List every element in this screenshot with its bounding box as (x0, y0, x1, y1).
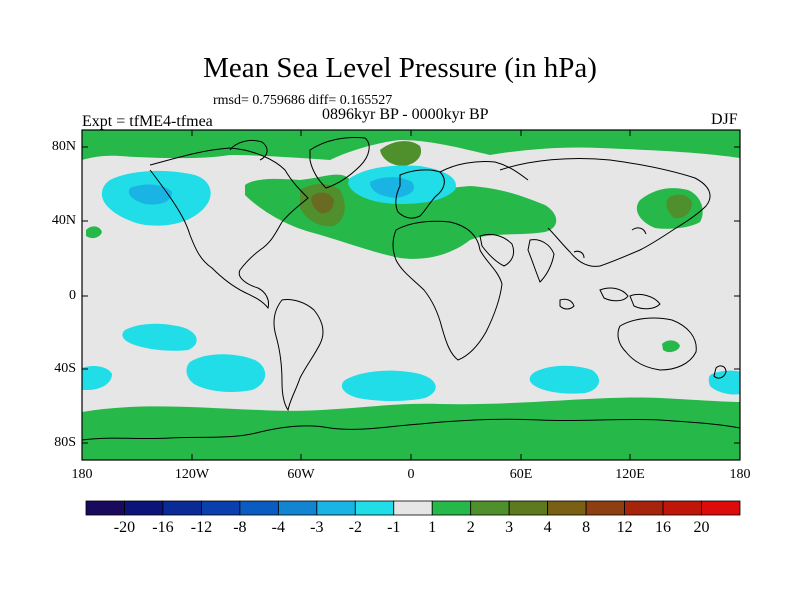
colorbar-tick-label: 8 (582, 519, 591, 536)
positive-core-greenland (380, 141, 422, 166)
colorbar-tick-label: -2 (348, 519, 362, 536)
period-text: 0896kyr BP - 0000kyr BP (322, 106, 489, 123)
positive-core-inner-3-4 (311, 192, 334, 214)
lat-label-80n: 80N (51, 139, 76, 154)
negative-core-north-pacific (128, 184, 172, 205)
colorbar-tick-label: -12 (190, 519, 213, 536)
coastlines (82, 137, 740, 441)
lat-label-80s: 80S (54, 435, 76, 450)
negative-core-iceland (370, 177, 415, 198)
negative-region-west-edge (82, 366, 112, 390)
map-title: Mean Sea Level Pressure (in hPa) (203, 52, 597, 84)
positive-region-southern-ocean (82, 397, 740, 460)
lon-label-120w: 120W (174, 467, 210, 482)
negative-region-south-atlantic (341, 370, 436, 401)
axis-ticks (81, 130, 741, 460)
negative-region-indian-ocean (529, 365, 600, 394)
lon-label-120e: 120E (615, 467, 645, 482)
lat-label-40n: 40N (51, 213, 76, 228)
colorbar-tick-label: -3 (310, 519, 324, 536)
colorbar-tick-label: 4 (543, 519, 552, 536)
colorbar-tick-label: -20 (113, 519, 136, 536)
colorbar-tick-label: 3 (505, 519, 514, 536)
colorbar-tick-label: -16 (152, 519, 174, 536)
colorbar-tick-label: 12 (616, 519, 633, 536)
colorbar-tick-label: 16 (655, 519, 672, 536)
colorbar-tick-label: 2 (466, 519, 475, 536)
lat-label-0: 0 (69, 288, 76, 303)
negative-region-east-edge (708, 370, 740, 395)
lon-label-180e: 180 (729, 467, 751, 482)
positive-region-australia (662, 340, 680, 353)
negative-region-south-pacific-1 (122, 323, 197, 351)
colorbar-tick-label: 20 (693, 519, 710, 536)
positive-core-kamchatka (666, 194, 692, 219)
season-label: DJF (711, 111, 738, 128)
negative-region-south-pacific-2 (186, 354, 266, 392)
positive-region-arctic (82, 130, 740, 160)
experiment-label: Expt = tfME4-tfmea (82, 113, 213, 130)
lon-label-180w: 180 (71, 467, 93, 482)
colorbar-tick-label: -8 (233, 519, 247, 536)
lon-label-60w: 60W (287, 467, 315, 482)
lon-label-0: 0 (407, 467, 415, 482)
colorbar-tick-label: -1 (387, 519, 401, 536)
colorbar-tick-label: 1 (428, 519, 437, 536)
lat-label-40s: 40S (54, 361, 76, 376)
stats-text: rmsd= 0.759686 diff= 0.165527 (213, 93, 393, 108)
colorbar-tick-label: -4 (271, 519, 285, 536)
lon-label-60e: 60E (509, 467, 533, 482)
positive-region-small-pacific (86, 226, 102, 239)
